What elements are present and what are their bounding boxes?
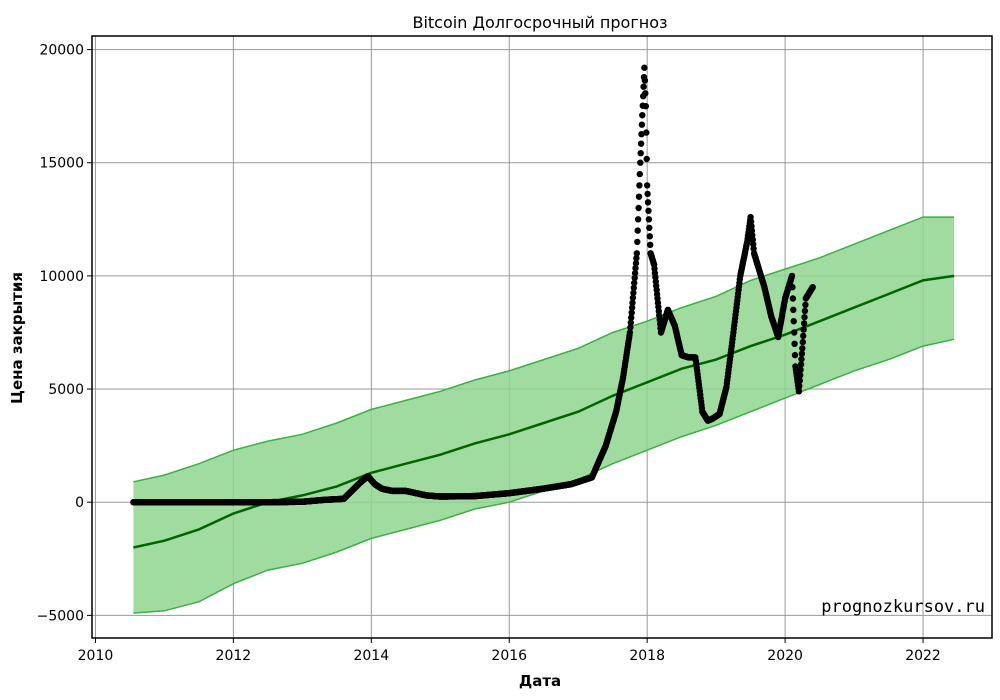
price-point [633,255,640,262]
price-point [798,350,806,357]
price-point [644,182,651,189]
y-tick-label: 10000 [39,269,84,285]
y-tick-label: −5000 [37,608,84,624]
y-tick-label: 15000 [39,156,84,172]
x-tick-label: 2020 [767,648,803,664]
price-point [795,388,803,395]
price-point [809,284,816,291]
price-point [627,319,634,326]
price-point [630,289,637,297]
price-point [646,224,653,231]
price-point [629,294,637,301]
price-point [800,320,808,327]
price-point [627,324,634,331]
price-point [799,338,806,346]
x-tick-label: 2022 [905,648,941,664]
price-point [628,304,636,311]
price-point [801,314,808,321]
price-point [797,361,805,368]
price-point [790,318,797,325]
price-point [788,272,796,280]
price-point [748,227,756,234]
price-point [637,150,644,157]
price-point [628,314,635,321]
price-point [643,155,650,163]
price-point [789,295,797,302]
price-point [644,199,652,206]
price-point [799,345,806,352]
price-point [800,332,807,340]
price-point [645,207,652,214]
price-point [631,274,638,282]
y-tick-label: 0 [75,495,84,511]
price-point [797,372,804,379]
price-point [647,241,654,248]
price-point [791,329,798,336]
price-point [632,260,640,267]
price-point [634,227,641,234]
uncertainty-band [133,217,955,614]
price-point [636,182,643,189]
price-point [633,250,640,257]
price-point [800,326,807,333]
x-tick-label: 2014 [353,648,389,664]
uncertainty-upper-edge [133,216,955,483]
price-point [642,103,649,110]
price-point [801,307,809,315]
price-point [638,131,645,138]
price-point [636,170,643,178]
price-point [641,64,648,71]
price-point [645,216,653,223]
y-tick-label: 20000 [39,43,84,59]
price-point [635,193,643,200]
y-tick-label: 5000 [48,382,84,398]
price-point [790,306,797,313]
price-point [641,77,649,84]
x-tick-label: 2012 [216,648,252,664]
price-point [631,269,639,277]
price-point [638,121,646,128]
price-point [796,382,803,390]
price-point [639,112,646,119]
price-point [791,340,798,347]
watermark: prognozkursov.ru [821,597,985,617]
y-axis-ticks: −5000 0 5000 10000 15000 20000 [37,43,92,624]
x-tick-label: 2016 [491,648,527,664]
plot-frame [91,35,993,639]
x-axis-label: Дата [519,672,561,690]
actual-price-points [130,64,816,506]
chart-title: Bitcoin Долгосрочный прогноз [412,13,667,32]
price-point [637,159,644,166]
price-point [642,90,649,97]
price-point [789,284,796,291]
price-point [643,129,650,136]
price-point [646,233,653,240]
price-point [796,377,803,384]
price-point [797,366,804,373]
price-point [798,355,805,363]
price-point [640,83,647,90]
price-point [629,299,636,306]
price-point [635,204,642,212]
x-axis-ticks: 2010 2012 2014 2016 2018 2020 2022 [78,638,941,664]
x-tick-label: 2018 [629,648,665,664]
price-point [632,264,639,272]
price-point [630,284,637,292]
price-point [626,329,634,336]
price-point [634,216,642,223]
price-point [802,301,809,308]
price-point [631,279,638,287]
x-tick-label: 2010 [78,648,114,664]
price-point [637,140,645,147]
price-point [628,309,635,316]
price-point [791,351,799,359]
price-point [644,190,651,198]
price-point [634,238,641,246]
y-axis-label: Цена закрытия [8,272,26,404]
